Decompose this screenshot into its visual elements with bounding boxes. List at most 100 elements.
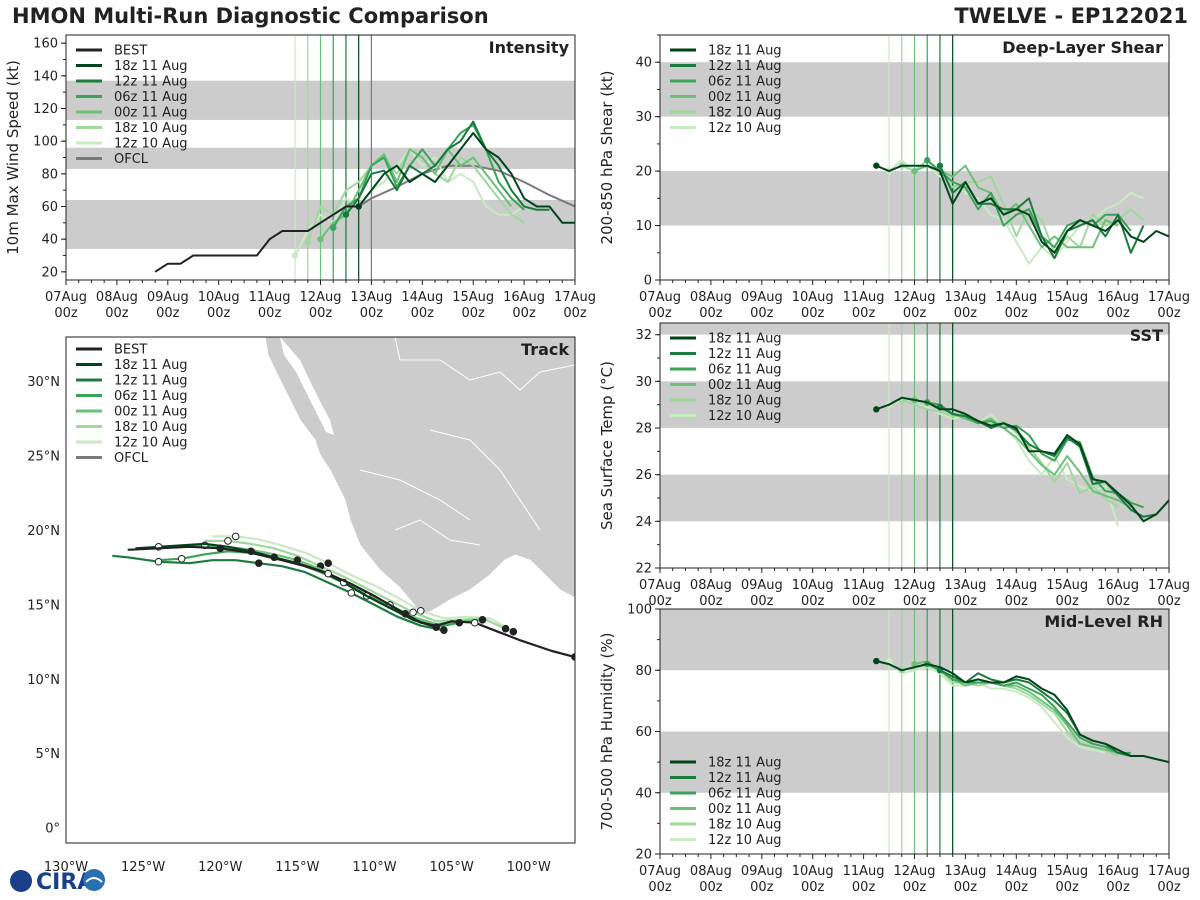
- shear-xtick-label: 00z: [1056, 306, 1080, 321]
- sst-xtick-label: 00z: [1056, 594, 1080, 609]
- sst-xtick-label: 00z: [852, 594, 876, 609]
- intensity-ytick-label: 40: [41, 233, 58, 248]
- rh-init-point: [873, 657, 880, 665]
- sst-xtick-label: 00z: [1106, 594, 1130, 609]
- intensity-xtick-label: 00z: [512, 306, 536, 321]
- shear-xtick-label: 00z: [1106, 306, 1130, 321]
- track-position-marker: [416, 607, 425, 615]
- shear-xtick-label: 14Aug: [995, 290, 1037, 305]
- intensity-ytick-label: 160: [33, 37, 58, 52]
- sst-panel: 22242628303207Aug00z08Aug00z09Aug00z10Au…: [598, 322, 1190, 609]
- rh-legend-label: 00z 11 Aug: [708, 802, 782, 817]
- rh-ytick-label: 40: [635, 786, 652, 801]
- rh-xtick-label: 00z: [1106, 880, 1130, 895]
- shear-legend-label: 18z 11 Aug: [708, 44, 782, 59]
- rh-xtick-label: 00z: [954, 880, 978, 895]
- intensity-plot-area: [66, 35, 575, 280]
- sst-legend-label: 00z 11 Aug: [708, 378, 782, 393]
- rh-init-point: [885, 657, 893, 665]
- rh-xtick-label: 00z: [1157, 880, 1181, 895]
- track-xtick-label: 100°W: [507, 860, 551, 875]
- sst-ytick-label: 22: [635, 562, 652, 577]
- sst-title: SST: [1130, 326, 1163, 345]
- sst-xtick-label: 13Aug: [944, 578, 986, 593]
- track-xtick-label: 105°W: [430, 860, 474, 875]
- shear-ylabel: 200-850 hPa Shear (kt): [598, 71, 616, 245]
- intensity-ytick-label: 80: [41, 167, 58, 182]
- track-position-marker: [440, 626, 448, 634]
- intensity-legend-label: 18z 11 Aug: [114, 59, 188, 74]
- shear-init-point: [936, 162, 944, 169]
- sst-xtick-label: 00z: [954, 594, 978, 609]
- sst-ytick-label: 26: [635, 468, 652, 483]
- shear-xtick-label: 12Aug: [894, 290, 936, 305]
- track-ytick-label: 15°N: [27, 598, 60, 613]
- sst-ytick-label: 28: [635, 422, 652, 437]
- storm-id: TWELVE - EP122021: [954, 4, 1188, 28]
- track-position-marker: [324, 559, 333, 568]
- track-position-marker: [154, 557, 163, 566]
- track-legend-label: BEST: [114, 343, 147, 358]
- intensity-ytick-label: 100: [33, 135, 58, 150]
- shear-xtick-label: 10Aug: [792, 290, 834, 305]
- shear-ytick-label: 40: [635, 56, 652, 71]
- sst-xtick-label: 07Aug: [639, 578, 681, 593]
- rh-panel: 2040608010007Aug00z08Aug00z09Aug00z10Aug…: [598, 603, 1190, 896]
- rh-ytick-label: 80: [635, 664, 652, 679]
- track-series-line: [112, 554, 445, 632]
- sst-xtick-label: 00z: [801, 594, 825, 609]
- sst-xtick-label: 08Aug: [690, 578, 732, 593]
- shear-xtick-label: 00z: [750, 306, 774, 321]
- sst-xtick-label: 00z: [750, 594, 774, 609]
- sst-ytick-label: 24: [635, 515, 652, 530]
- track-position-marker: [177, 554, 186, 563]
- shear-series-line: [914, 164, 1119, 249]
- intensity-xtick-label: 17Aug: [554, 290, 596, 305]
- intensity-xtick-label: 00z: [105, 306, 129, 321]
- shear-ytick-label: 10: [635, 219, 652, 234]
- track-series-line: [127, 545, 575, 659]
- rh-init-point: [911, 660, 918, 668]
- rh-legend-label: 06z 11 Aug: [708, 787, 782, 802]
- intensity-xtick-label: 00z: [563, 306, 587, 321]
- rh-plot-area: [660, 609, 1169, 854]
- rh-xtick-label: 00z: [801, 880, 825, 895]
- intensity-legend-label: BEST: [114, 44, 147, 59]
- track-legend-label: 18z 11 Aug: [114, 358, 188, 373]
- sst-xtick-label: 14Aug: [995, 578, 1037, 593]
- track-plot-area: [112, 532, 575, 661]
- rh-series-line: [876, 660, 1169, 764]
- intensity-panel: 2040608010012014016007Aug00z08Aug00z09Au…: [4, 34, 596, 321]
- rh-xtick-label: 17Aug: [1148, 864, 1190, 879]
- shear-init-point: [924, 157, 931, 164]
- shear-xtick-label: 17Aug: [1148, 290, 1190, 305]
- sst-xtick-label: 09Aug: [741, 578, 783, 593]
- track-xtick-label: 130°W: [44, 860, 88, 875]
- rh-xtick-label: 00z: [648, 880, 672, 895]
- track-position-marker: [255, 559, 263, 568]
- rh-ylabel: 700-500 hPa Humidity (%): [598, 632, 616, 830]
- intensity-xtick-label: 00z: [462, 306, 486, 321]
- rh-xtick-label: 00z: [903, 880, 927, 895]
- sst-ylabel: Sea Surface Temp (°C): [598, 361, 616, 530]
- track-xtick-label: 115°W: [275, 860, 319, 875]
- shear-xtick-label: 15Aug: [1046, 290, 1088, 305]
- sst-xtick-label: 00z: [699, 594, 723, 609]
- rh-title: Mid-Level RH: [1044, 612, 1163, 631]
- shear-xtick-label: 13Aug: [944, 290, 986, 305]
- shear-xtick-label: 08Aug: [690, 290, 732, 305]
- track-position-marker: [401, 610, 410, 618]
- intensity-ytick-label: 120: [33, 102, 58, 117]
- intensity-xtick-label: 07Aug: [45, 290, 87, 305]
- rh-ytick-label: 20: [635, 848, 652, 863]
- intensity-xtick-label: 00z: [54, 306, 78, 321]
- sst-ytick-label: 30: [635, 375, 652, 390]
- rh-series-line: [888, 660, 1106, 754]
- rh-xtick-label: 12Aug: [894, 864, 936, 879]
- track-panel: 0° 5°N 10°N 15°N 20°N 25°N 30°N 130°W 125°W 120°W…: [27, 336, 576, 875]
- sst-plot-area: [660, 323, 1169, 568]
- shear-ytick-label: 0: [644, 274, 652, 289]
- shear-panel: 01020304007Aug00z08Aug00z09Aug00z10Aug00…: [598, 34, 1190, 321]
- intensity-legend-label: OFCL: [114, 152, 149, 167]
